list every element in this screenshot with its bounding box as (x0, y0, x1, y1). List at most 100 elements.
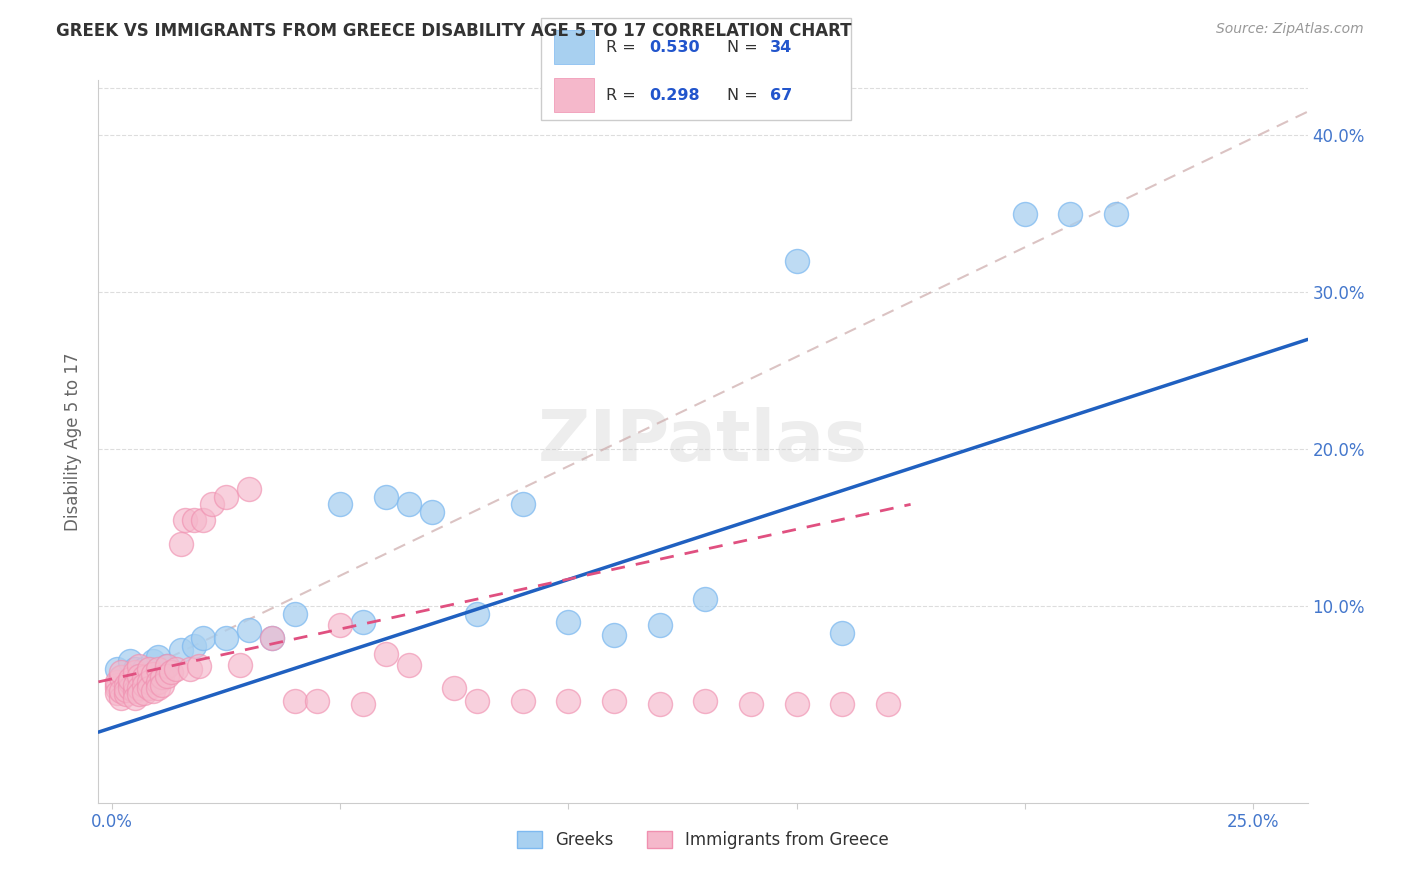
Immigrants from Greece (156, 668, 179, 682)
Immigrants from Greece (512, 694, 534, 708)
Greeks (169, 643, 191, 657)
Bar (554, 78, 593, 112)
Text: Source: ZipAtlas.com: Source: ZipAtlas.com (1216, 22, 1364, 37)
Immigrants from Greece (156, 659, 179, 673)
Immigrants from Greece (876, 697, 898, 711)
Immigrants from Greece (124, 684, 146, 698)
Immigrants from Greece (165, 662, 187, 676)
Greeks (193, 631, 215, 645)
Immigrants from Greece (786, 697, 808, 711)
Greeks (831, 626, 853, 640)
Immigrants from Greece (187, 659, 209, 673)
Immigrants from Greece (124, 678, 146, 692)
Immigrants from Greece (603, 694, 626, 708)
Text: N =: N = (727, 88, 763, 103)
Greeks (260, 631, 283, 645)
Immigrants from Greece (329, 618, 352, 632)
Immigrants from Greece (138, 674, 160, 689)
Immigrants from Greece (183, 513, 205, 527)
Greeks (786, 253, 808, 268)
Greeks (329, 497, 352, 511)
Immigrants from Greece (132, 670, 155, 684)
Immigrants from Greece (120, 672, 142, 686)
Immigrants from Greece (128, 687, 150, 701)
Text: GREEK VS IMMIGRANTS FROM GREECE DISABILITY AGE 5 TO 17 CORRELATION CHART: GREEK VS IMMIGRANTS FROM GREECE DISABILI… (56, 22, 852, 40)
Immigrants from Greece (110, 684, 132, 698)
Immigrants from Greece (128, 659, 150, 673)
Immigrants from Greece (284, 694, 307, 708)
Text: N =: N = (727, 40, 763, 55)
Greeks (156, 659, 179, 673)
Immigrants from Greece (138, 662, 160, 676)
Greeks (132, 662, 155, 676)
Immigrants from Greece (260, 631, 283, 645)
Immigrants from Greece (142, 684, 165, 698)
Greeks (648, 618, 671, 632)
Greeks (110, 670, 132, 684)
Text: R =: R = (606, 40, 641, 55)
Immigrants from Greece (110, 690, 132, 705)
Immigrants from Greece (128, 681, 150, 695)
Immigrants from Greece (105, 686, 128, 700)
Immigrants from Greece (114, 687, 136, 701)
Immigrants from Greece (124, 665, 146, 680)
Immigrants from Greece (146, 662, 169, 676)
Greeks (512, 497, 534, 511)
Greeks (1059, 207, 1081, 221)
Greeks (128, 670, 150, 684)
Greeks (183, 639, 205, 653)
Immigrants from Greece (110, 670, 132, 684)
Immigrants from Greece (146, 681, 169, 695)
Immigrants from Greece (831, 697, 853, 711)
Greeks (465, 607, 488, 622)
Greeks (238, 623, 260, 637)
Immigrants from Greece (695, 694, 717, 708)
Immigrants from Greece (193, 513, 215, 527)
Immigrants from Greece (229, 657, 252, 672)
Immigrants from Greece (238, 482, 260, 496)
Text: ZIPatlas: ZIPatlas (538, 407, 868, 476)
Greeks (146, 649, 169, 664)
Immigrants from Greece (114, 678, 136, 692)
Greeks (695, 591, 717, 606)
Immigrants from Greece (105, 681, 128, 695)
Immigrants from Greece (142, 667, 165, 681)
Text: 67: 67 (770, 88, 793, 103)
Greeks (603, 628, 626, 642)
Greeks (352, 615, 374, 630)
Text: 0.298: 0.298 (650, 88, 700, 103)
Greeks (398, 497, 420, 511)
Immigrants from Greece (179, 662, 201, 676)
Greeks (1105, 207, 1128, 221)
Text: 0.530: 0.530 (650, 40, 700, 55)
Y-axis label: Disability Age 5 to 17: Disability Age 5 to 17 (65, 352, 83, 531)
Bar (554, 30, 593, 64)
Legend: Greeks, Immigrants from Greece: Greeks, Immigrants from Greece (510, 824, 896, 856)
Immigrants from Greece (132, 678, 155, 692)
Immigrants from Greece (352, 697, 374, 711)
Immigrants from Greece (160, 665, 183, 680)
Immigrants from Greece (169, 536, 191, 550)
Greeks (557, 615, 579, 630)
Greeks (138, 662, 160, 676)
Immigrants from Greece (648, 697, 671, 711)
Text: R =: R = (606, 88, 641, 103)
Immigrants from Greece (105, 678, 128, 692)
Immigrants from Greece (201, 497, 224, 511)
Immigrants from Greece (114, 682, 136, 697)
Immigrants from Greece (128, 668, 150, 682)
Greeks (124, 662, 146, 676)
Immigrants from Greece (105, 674, 128, 689)
Immigrants from Greece (124, 690, 146, 705)
Immigrants from Greece (120, 674, 142, 689)
Immigrants from Greece (150, 670, 173, 684)
Greeks (284, 607, 307, 622)
Immigrants from Greece (465, 694, 488, 708)
Greeks (114, 678, 136, 692)
Immigrants from Greece (215, 490, 238, 504)
Greeks (215, 631, 238, 645)
Greeks (105, 662, 128, 676)
Immigrants from Greece (398, 657, 420, 672)
Immigrants from Greece (138, 681, 160, 695)
Immigrants from Greece (374, 647, 396, 661)
